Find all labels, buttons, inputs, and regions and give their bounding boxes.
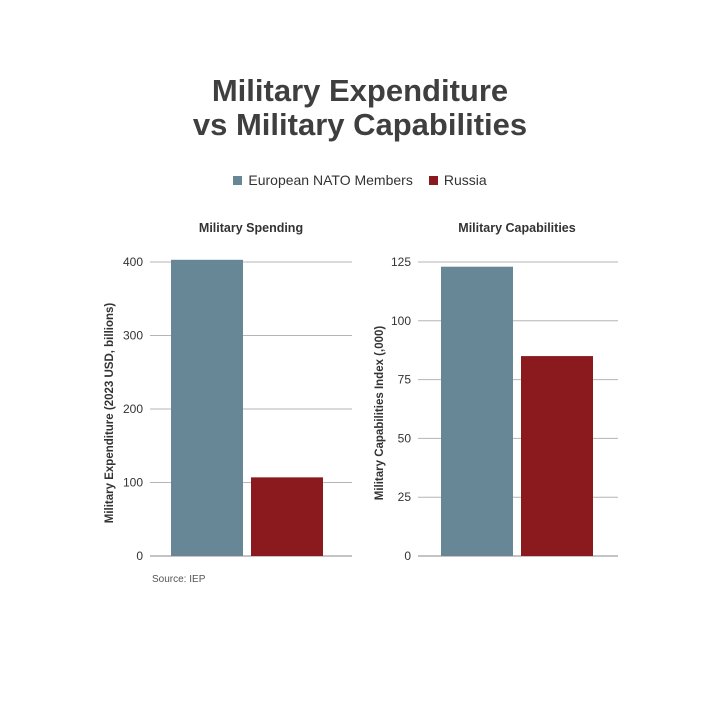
- legend-item-russia: Russia: [428, 172, 487, 188]
- legend-label-european-nato: European NATO Members: [248, 172, 413, 188]
- y-tick-label-0-1: 100: [123, 476, 143, 490]
- y-tick-label-0-2: 200: [123, 402, 143, 416]
- legend-label-russia: Russia: [443, 172, 487, 188]
- bar-0-1: [251, 477, 323, 556]
- chart-title-line-2: vs Military Capabilities: [192, 107, 528, 142]
- y-tick-label-0-3: 300: [123, 329, 143, 343]
- bar-0-0: [171, 259, 243, 556]
- chart-title-line-1: Military Expenditure: [211, 73, 509, 108]
- panel-title-1: Military Capabilities: [458, 221, 575, 235]
- y-tick-label-1-3: 75: [398, 373, 412, 387]
- y-axis-label-1: Military Capabilities Index (,000): [374, 326, 386, 501]
- legend-swatch-european-nato: [233, 175, 243, 185]
- y-tick-label-0-4: 400: [123, 255, 143, 269]
- bar-1-1: [521, 356, 593, 556]
- legend: European NATO Members Russia: [0, 172, 720, 188]
- bar-1-0: [441, 266, 513, 556]
- panel-title-0: Military Spending: [199, 221, 303, 235]
- y-tick-label-0-0: 0: [136, 549, 143, 563]
- y-tick-label-1-4: 100: [391, 314, 411, 328]
- source-note: Source: IEP: [152, 574, 206, 585]
- y-tick-label-1-1: 25: [398, 490, 412, 504]
- y-axis-label-0: Military Expenditure (2023 USD, billions…: [104, 303, 116, 524]
- y-tick-label-1-5: 125: [391, 255, 411, 269]
- y-tick-label-1-0: 0: [404, 549, 411, 563]
- chart-title: Military Expenditure vs Military Capabil…: [0, 74, 720, 142]
- y-tick-label-1-2: 50: [398, 431, 412, 445]
- legend-swatch-russia: [428, 175, 438, 185]
- legend-item-european-nato: European NATO Members: [233, 172, 413, 188]
